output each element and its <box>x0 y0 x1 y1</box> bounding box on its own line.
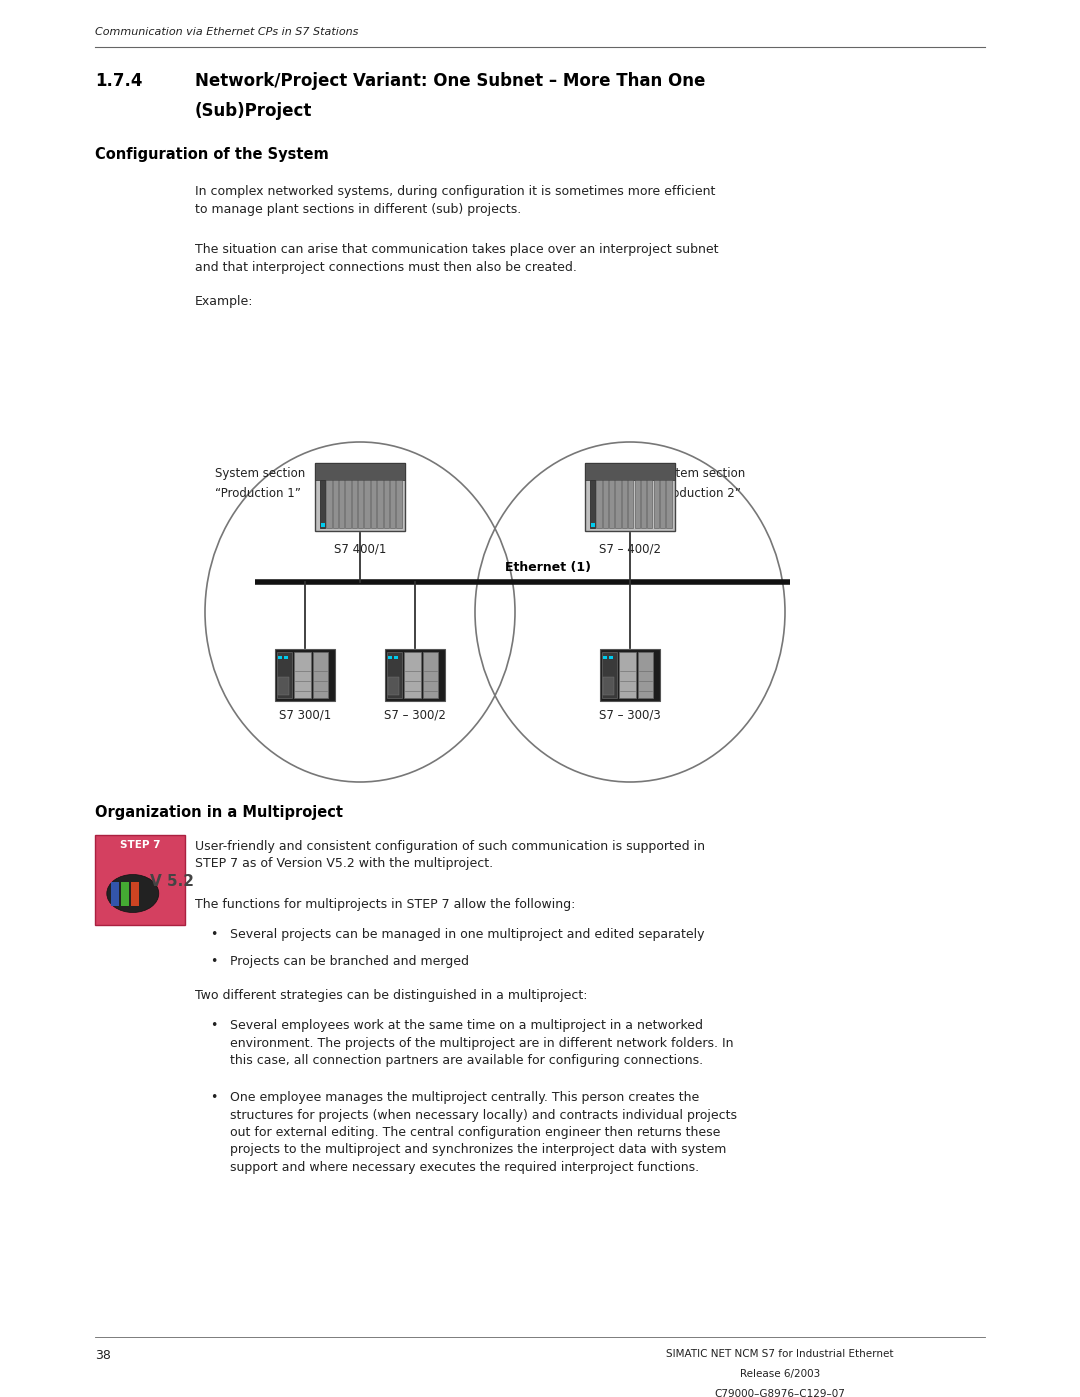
Text: S7 400/1: S7 400/1 <box>334 542 387 555</box>
Text: •: • <box>210 1091 217 1104</box>
Bar <box>364 481 369 528</box>
Text: System section: System section <box>215 467 306 481</box>
Bar <box>602 652 617 698</box>
Bar <box>352 481 357 528</box>
Bar <box>422 652 437 698</box>
Bar <box>388 657 392 659</box>
Text: 38: 38 <box>95 1350 111 1362</box>
Text: Two different strategies can be distinguished in a multiproject:: Two different strategies can be distingu… <box>195 989 588 1002</box>
Bar <box>640 481 646 528</box>
Bar <box>275 650 335 701</box>
Bar <box>315 462 405 481</box>
Text: Several employees work at the same time on a multiproject in a networked
environ: Several employees work at the same time … <box>230 1018 733 1067</box>
Text: SIMATIC NET NCM S7 for Industrial Ethernet: SIMATIC NET NCM S7 for Industrial Ethern… <box>666 1350 894 1359</box>
Bar <box>278 676 289 694</box>
Bar <box>333 481 338 528</box>
Bar <box>315 462 405 531</box>
Bar <box>609 657 613 659</box>
Text: •: • <box>210 928 217 942</box>
Bar <box>111 882 119 905</box>
Text: “Production 2”: “Production 2” <box>654 488 741 500</box>
Text: The functions for multiprojects in STEP 7 allow the following:: The functions for multiprojects in STEP … <box>195 898 576 911</box>
Text: 1.7.4: 1.7.4 <box>95 73 143 89</box>
Bar <box>339 481 345 528</box>
Bar <box>276 652 292 698</box>
Bar <box>131 882 139 905</box>
Bar <box>647 481 652 528</box>
Text: Several projects can be managed in one multiproject and edited separately: Several projects can be managed in one m… <box>230 928 704 942</box>
Bar <box>609 481 615 528</box>
Bar <box>585 462 675 481</box>
Text: System section: System section <box>654 467 745 481</box>
Bar <box>616 481 621 528</box>
Bar <box>585 462 675 531</box>
Ellipse shape <box>107 875 159 912</box>
Bar <box>603 481 608 528</box>
Text: S7 – 300/3: S7 – 300/3 <box>599 708 661 721</box>
Text: Ethernet (1): Ethernet (1) <box>505 562 591 574</box>
Bar <box>619 652 636 698</box>
Text: In complex networked systems, during configuration it is sometimes more efficien: In complex networked systems, during con… <box>195 184 715 215</box>
Text: Projects can be branched and merged: Projects can be branched and merged <box>230 956 469 968</box>
Bar <box>384 650 445 701</box>
Bar <box>590 481 595 528</box>
Text: (Sub)Project: (Sub)Project <box>195 102 312 120</box>
Text: Organization in a Multiproject: Organization in a Multiproject <box>95 805 343 820</box>
Bar <box>396 481 402 528</box>
Bar <box>121 882 129 905</box>
Bar <box>603 676 615 694</box>
Bar <box>596 481 602 528</box>
Bar <box>404 652 421 698</box>
Bar <box>278 657 282 659</box>
Bar <box>320 481 325 528</box>
Bar <box>377 481 382 528</box>
Bar <box>629 481 633 528</box>
Text: Release 6/2003: Release 6/2003 <box>740 1369 820 1379</box>
Text: •: • <box>210 1018 217 1032</box>
Text: User-friendly and consistent configuration of such communication is supported in: User-friendly and consistent configurati… <box>195 840 705 870</box>
Text: •: • <box>210 956 217 968</box>
Bar <box>370 481 376 528</box>
Bar <box>635 481 639 528</box>
Bar <box>660 481 665 528</box>
Text: “Production 1”: “Production 1” <box>215 488 301 500</box>
Bar <box>383 481 389 528</box>
Bar <box>394 657 399 659</box>
Bar <box>638 652 652 698</box>
Bar <box>390 481 395 528</box>
Bar <box>591 522 595 527</box>
Text: S7 – 400/2: S7 – 400/2 <box>599 542 661 555</box>
Bar <box>622 481 627 528</box>
Text: C79000–G8976–C129–07: C79000–G8976–C129–07 <box>715 1389 846 1397</box>
Bar <box>666 481 672 528</box>
Bar <box>321 522 325 527</box>
Text: S7 300/1: S7 300/1 <box>279 708 332 721</box>
Text: STEP 7: STEP 7 <box>120 840 160 849</box>
Text: Configuration of the System: Configuration of the System <box>95 147 328 162</box>
Bar <box>326 481 332 528</box>
Bar <box>590 481 595 528</box>
Bar <box>387 652 402 698</box>
Bar <box>346 481 351 528</box>
Text: Communication via Ethernet CPs in S7 Stations: Communication via Ethernet CPs in S7 Sta… <box>95 27 359 36</box>
Bar <box>284 657 288 659</box>
Bar <box>95 835 185 925</box>
Text: V 5.2: V 5.2 <box>149 875 193 890</box>
Bar <box>313 652 328 698</box>
Text: S7 – 300/2: S7 – 300/2 <box>384 708 446 721</box>
Bar <box>359 481 363 528</box>
Text: Network/Project Variant: One Subnet – More Than One: Network/Project Variant: One Subnet – Mo… <box>195 73 705 89</box>
Bar <box>653 481 659 528</box>
Bar <box>388 676 399 694</box>
Text: One employee manages the multiproject centrally. This person creates the
structu: One employee manages the multiproject ce… <box>230 1091 737 1173</box>
Bar <box>600 650 660 701</box>
Bar <box>603 657 607 659</box>
Bar <box>294 652 311 698</box>
Text: The situation can arise that communication takes place over an interproject subn: The situation can arise that communicati… <box>195 243 718 274</box>
Bar <box>320 481 325 528</box>
Text: Example:: Example: <box>195 295 254 307</box>
